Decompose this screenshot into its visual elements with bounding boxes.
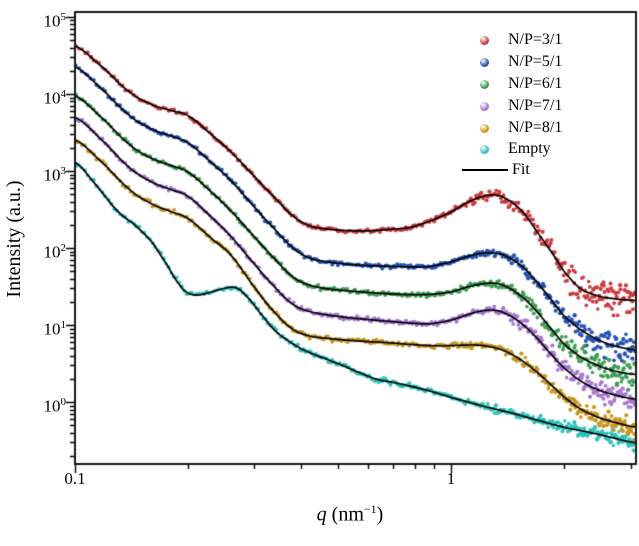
y-tick-label-1e1: 101	[43, 319, 67, 339]
x-axis-unit: (nm	[326, 503, 364, 526]
x-tick-label-1: 1	[446, 469, 456, 488]
x-axis-symbol: q	[316, 503, 327, 526]
x-axis-unit-exponent: −1	[363, 502, 377, 516]
x-axis-unit-close: )	[376, 503, 384, 526]
x-axis-title: q (nm−1)	[240, 502, 460, 527]
x-tick-label-0p1: 0.1	[64, 469, 86, 488]
y-tick-label-1e4: 104	[43, 88, 67, 108]
y-tick-label-1e2: 102	[43, 242, 67, 262]
y-tick-label-1e3: 103	[43, 165, 67, 185]
y-tick-label-1e5: 105	[43, 11, 67, 31]
y-tick-label-1e0: 100	[43, 396, 67, 416]
